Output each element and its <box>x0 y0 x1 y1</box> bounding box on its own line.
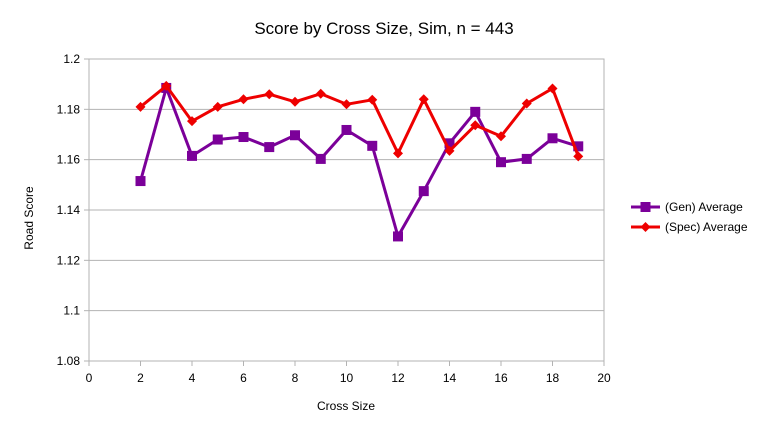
data-point <box>238 94 249 105</box>
x-tick-label: 14 <box>443 371 457 385</box>
legend-label: (Spec) Average <box>665 220 748 234</box>
data-point <box>264 89 275 100</box>
data-point <box>187 150 197 161</box>
x-axis-title: Cross Size <box>317 399 375 413</box>
data-point <box>496 131 506 142</box>
data-point <box>212 134 223 145</box>
data-point <box>264 142 275 153</box>
data-point <box>444 138 455 149</box>
x-tick-label: 10 <box>340 371 354 385</box>
data-point <box>521 153 532 164</box>
y-tick-label: 1.12 <box>57 253 81 267</box>
series-line <box>139 86 579 238</box>
data-point <box>290 96 300 107</box>
data-point <box>521 98 532 109</box>
data-point <box>547 133 558 144</box>
data-point <box>470 106 481 117</box>
x-axis-ticks: 0 2 4 6 8 10 12 14 16 18 20 <box>86 361 611 385</box>
data-point <box>418 186 429 197</box>
y-tick-label: 1.16 <box>57 153 81 167</box>
y-axis-ticks: 1.08 1.1 1.12 1.14 1.16 1.18 1.2 <box>57 52 89 368</box>
legend-label: (Gen) Average <box>665 200 743 214</box>
series-gen-average <box>135 82 584 242</box>
data-point <box>212 101 223 112</box>
x-tick-label: 20 <box>597 371 611 385</box>
data-point <box>135 176 146 187</box>
x-tick-label: 4 <box>189 371 196 385</box>
data-point <box>367 94 378 105</box>
x-tick-label: 6 <box>240 371 247 385</box>
chart-title: Score by Cross Size, Sim, n = 443 <box>254 19 513 38</box>
data-point <box>341 99 352 110</box>
data-point <box>135 101 146 112</box>
series-spec-average <box>135 80 584 162</box>
data-point <box>444 145 455 156</box>
data-point <box>573 141 584 152</box>
y-tick-label: 1.18 <box>57 102 81 116</box>
data-point <box>367 140 378 151</box>
data-point <box>341 124 352 135</box>
data-point <box>573 151 584 162</box>
x-tick-label: 0 <box>86 371 93 385</box>
y-tick-label: 1.14 <box>57 203 81 217</box>
y-tick-label: 1.2 <box>63 52 80 66</box>
y-tick-label: 1.08 <box>57 354 81 368</box>
data-point <box>496 157 506 168</box>
data-point <box>187 116 197 127</box>
x-tick-label: 12 <box>391 371 405 385</box>
data-point <box>290 130 300 141</box>
x-tick-label: 16 <box>494 371 508 385</box>
series-line <box>139 84 580 157</box>
data-point <box>393 148 403 159</box>
x-tick-label: 18 <box>546 371 560 385</box>
data-point <box>393 231 403 242</box>
data-point <box>315 88 326 99</box>
legend: (Gen) Average (Spec) Average <box>631 200 748 234</box>
legend-marker <box>640 222 651 232</box>
y-axis-title: Road Score <box>22 186 36 250</box>
data-point <box>418 94 429 105</box>
legend-marker <box>640 202 651 212</box>
data-point <box>547 83 558 94</box>
x-tick-label: 2 <box>137 371 144 385</box>
x-tick-label: 8 <box>292 371 299 385</box>
data-point <box>161 80 172 91</box>
data-point <box>315 153 326 164</box>
y-tick-label: 1.1 <box>63 304 80 318</box>
data-point <box>238 132 249 143</box>
data-point <box>470 120 481 131</box>
series-layer <box>135 80 584 242</box>
